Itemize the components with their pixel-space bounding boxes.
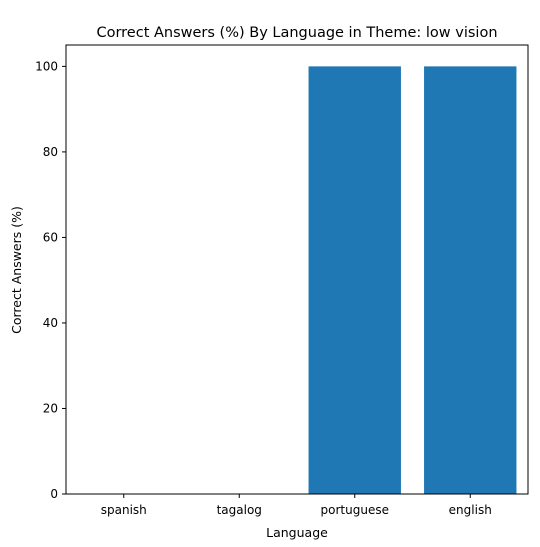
x-axis-label: Language [266,525,328,540]
bar-english [424,66,517,494]
x-tick-label: spanish [101,503,147,517]
bar-portuguese [308,66,401,494]
y-axis-label: Correct Answers (%) [9,206,24,334]
y-tick-label: 60 [43,230,58,244]
plot-frame [65,44,529,495]
y-tick-label: 100 [35,59,58,73]
x-tick-label: tagalog [217,503,262,517]
x-tick-label: english [449,503,492,517]
chart-title: Correct Answers (%) By Language in Theme… [96,25,497,41]
y-tick-label: 20 [43,401,58,415]
y-tick-label: 40 [43,316,58,330]
y-tick-label: 0 [50,487,58,501]
y-tick-label: 80 [43,145,58,159]
plot-area: 0 20 40 60 80 100 spanish tagalog portuguese engl… [35,44,529,517]
x-tick-label: portuguese [321,503,389,517]
